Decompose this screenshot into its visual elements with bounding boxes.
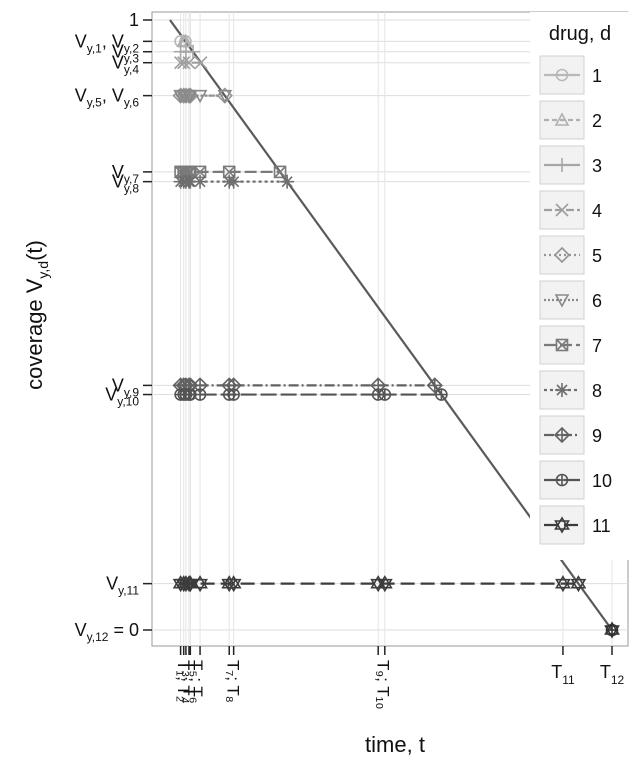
- legend-title: drug, d: [549, 23, 611, 45]
- series-markers: [172, 33, 620, 639]
- series-8-point: [280, 174, 295, 189]
- series-11-point: [376, 575, 393, 593]
- series-11-point: [570, 575, 587, 593]
- x-tick-label-t1-t2: T₁; T₂: [174, 660, 193, 702]
- y-axis-title: coverage Vy,d(t): [22, 240, 51, 390]
- y-axis-title-sub: y,d: [35, 261, 51, 279]
- series-6-point: [217, 89, 233, 104]
- x-axis-title: time, t: [365, 732, 425, 757]
- legend-marker-8: [555, 383, 569, 397]
- series-9-point: [426, 377, 443, 394]
- legend-label-3: 3: [592, 156, 602, 176]
- y-tick-label-v4: Vy,4​: [112, 53, 139, 77]
- x-tick-label-t11: T11: [551, 662, 575, 687]
- series-7-point: [193, 165, 207, 179]
- y-axis-title-tail: (t): [22, 240, 47, 261]
- x-tick-label-t5-t6: T₅; T₆: [187, 660, 206, 704]
- legend-label-7: 7: [592, 336, 602, 356]
- series-10-point: [378, 388, 392, 401]
- series-8-point: [226, 174, 241, 189]
- legend-marker-5: [553, 246, 571, 264]
- legend-key-5: [539, 235, 585, 275]
- series-6-point: [182, 89, 198, 104]
- legend-marker-6: [554, 294, 570, 308]
- series-4-point: [194, 56, 208, 70]
- legend-marker-3: [555, 158, 569, 172]
- series-4-point: [177, 56, 191, 70]
- series-11-point: [192, 575, 208, 593]
- end-point-marker: [605, 623, 619, 637]
- legend-label-2: 2: [592, 111, 602, 131]
- x-tick-label-t3-t4: T₃; T₄: [180, 660, 199, 704]
- series-4-point: [182, 56, 196, 70]
- series-10-point: [435, 388, 448, 401]
- legend-label-10: 10: [592, 471, 612, 491]
- series-7-point: [273, 165, 287, 179]
- legend-label-11: 11: [592, 516, 611, 536]
- y-tick-label-v12: Vy,1​, Vy,2​: [75, 31, 140, 55]
- legend-label-8: 8: [592, 381, 602, 401]
- x-tick-label-t7-t8: T₇; T₈: [223, 660, 242, 703]
- legend-marker-1: [555, 68, 569, 82]
- legend-marker-10: [555, 473, 569, 487]
- series-3-point: [185, 44, 200, 59]
- series-10-point: [227, 388, 240, 401]
- legend-label-1: 1: [592, 66, 602, 86]
- series-11-point: [555, 575, 571, 593]
- legend-label-4: 4: [592, 201, 602, 221]
- legend-marker-4: [555, 203, 569, 217]
- legend-marker-2: [554, 112, 570, 126]
- y-tick-label-v3: Vy,3​: [112, 42, 139, 66]
- legend-marker-11: [554, 516, 570, 534]
- series-8-point: [193, 174, 208, 189]
- x-tick-label-t12: T12: [600, 662, 625, 687]
- y-axis-title-main: coverage V: [22, 278, 47, 390]
- y-tick-label-v9: Vy,9​: [112, 375, 139, 399]
- x-tick-label-t9-t10: T₉; T₁₀: [373, 660, 392, 709]
- legend-label-5: 5: [592, 246, 602, 266]
- y-tick-label-v8: Vy,8​: [112, 172, 139, 196]
- y-tick-label-v12zero: Vy,12​ = 0: [75, 620, 139, 644]
- y-tick-label-v7: Vy,7​: [112, 162, 139, 186]
- y-tick-label-v56: Vy,5​, Vy,6​: [75, 86, 140, 110]
- series-11-point: [225, 575, 242, 593]
- y-tick-label-one: 1: [129, 10, 139, 30]
- y-tick-label-v11: Vy,11​: [106, 574, 139, 598]
- y-axis-ticks: 1Vy,1​, Vy,2​Vy,3​Vy,4​ Vy,5​, Vy,6​ Vy,7​…: [75, 10, 152, 644]
- legend-label-6: 6: [592, 291, 602, 311]
- series-8-point: [183, 174, 198, 189]
- series-6-point: [192, 89, 208, 104]
- series-11-point: [182, 575, 199, 593]
- y-tick-label-v10: Vy,10​: [105, 385, 139, 409]
- legend-marker-9: [553, 426, 571, 444]
- legend-label-9: 9: [592, 426, 602, 446]
- series-10-point: [193, 388, 207, 401]
- legend-marker-7: [555, 338, 569, 352]
- legend: drug, d 1 2 3 4 5 6 7 8 9 10 11: [530, 12, 632, 560]
